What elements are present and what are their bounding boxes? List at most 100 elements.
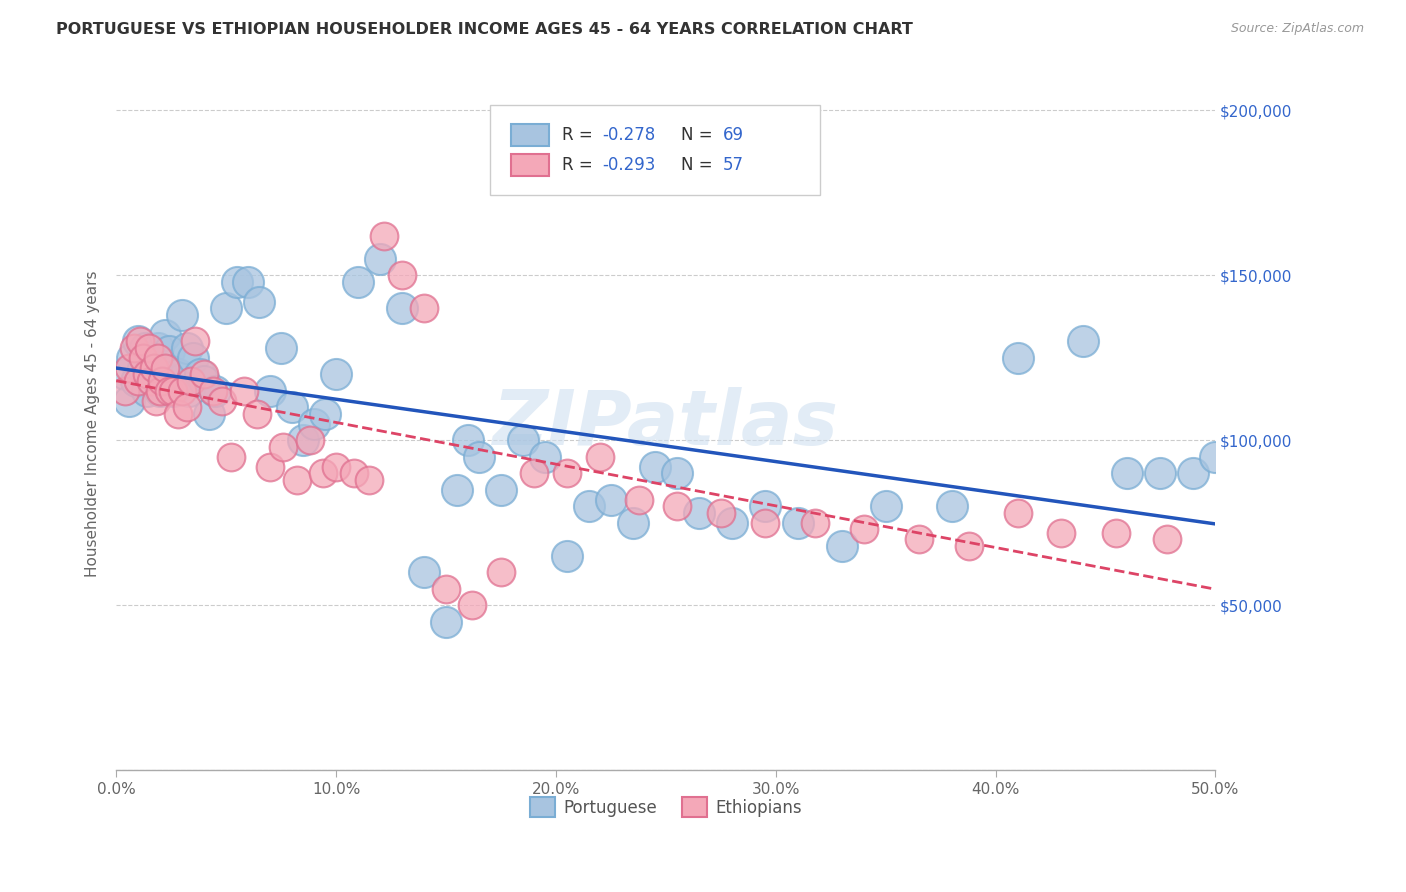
Point bbox=[1204, 450, 1226, 464]
Point bbox=[391, 301, 413, 316]
Point bbox=[457, 434, 479, 448]
Point bbox=[270, 341, 292, 355]
Point bbox=[302, 417, 325, 431]
Point bbox=[343, 466, 366, 480]
Point bbox=[118, 360, 141, 375]
Point bbox=[157, 344, 180, 359]
Point bbox=[688, 506, 710, 520]
Y-axis label: Householder Income Ages 45 - 64 years: Householder Income Ages 45 - 64 years bbox=[86, 270, 100, 577]
Point bbox=[852, 522, 875, 536]
Text: ZIPatlas: ZIPatlas bbox=[494, 387, 839, 461]
Point bbox=[347, 275, 370, 289]
Point bbox=[141, 351, 163, 365]
Point bbox=[298, 434, 321, 448]
Point bbox=[1149, 466, 1171, 480]
Text: R =: R = bbox=[562, 156, 599, 175]
Point bbox=[127, 334, 149, 349]
Point bbox=[160, 364, 183, 378]
Point bbox=[219, 450, 242, 464]
Point bbox=[153, 327, 176, 342]
Text: Source: ZipAtlas.com: Source: ZipAtlas.com bbox=[1230, 22, 1364, 36]
Point bbox=[1105, 525, 1128, 540]
Point bbox=[197, 407, 219, 421]
Point bbox=[172, 384, 194, 398]
Point bbox=[259, 384, 281, 398]
Point bbox=[166, 407, 188, 421]
Point bbox=[720, 516, 742, 530]
Point bbox=[325, 368, 347, 382]
Point bbox=[136, 384, 159, 398]
Point bbox=[176, 401, 198, 415]
Point bbox=[314, 407, 336, 421]
Point bbox=[273, 440, 295, 454]
Point bbox=[247, 294, 270, 309]
Point bbox=[292, 434, 315, 448]
Point bbox=[1073, 334, 1095, 349]
Text: R =: R = bbox=[562, 126, 599, 144]
Point bbox=[149, 384, 172, 398]
Point bbox=[180, 374, 202, 388]
Point bbox=[578, 499, 600, 513]
Point bbox=[1182, 466, 1205, 480]
Point bbox=[786, 516, 808, 530]
Point bbox=[373, 228, 395, 243]
Point bbox=[325, 459, 347, 474]
FancyBboxPatch shape bbox=[489, 105, 820, 195]
Point bbox=[665, 499, 688, 513]
Point bbox=[121, 351, 143, 365]
Point bbox=[188, 368, 211, 382]
Point bbox=[122, 341, 145, 355]
Point bbox=[246, 407, 269, 421]
FancyBboxPatch shape bbox=[510, 124, 550, 146]
Point bbox=[589, 450, 612, 464]
Point bbox=[434, 615, 457, 629]
Point bbox=[201, 384, 224, 398]
Point bbox=[131, 360, 153, 375]
Point bbox=[172, 308, 194, 322]
Point bbox=[238, 275, 260, 289]
Point bbox=[357, 473, 380, 487]
Point bbox=[804, 516, 827, 530]
Point bbox=[129, 334, 152, 349]
Point bbox=[181, 351, 204, 365]
Point bbox=[957, 539, 980, 553]
Point bbox=[145, 393, 167, 408]
Point bbox=[1116, 466, 1139, 480]
Point bbox=[1007, 351, 1029, 365]
Point bbox=[162, 384, 184, 398]
Point bbox=[176, 341, 198, 355]
Point bbox=[145, 360, 167, 375]
Point bbox=[114, 384, 136, 398]
Point bbox=[136, 368, 159, 382]
Point bbox=[831, 539, 853, 553]
Point bbox=[1007, 506, 1029, 520]
Point bbox=[1156, 532, 1178, 546]
Point bbox=[413, 565, 436, 579]
Point bbox=[138, 341, 160, 355]
Point bbox=[941, 499, 963, 513]
Point bbox=[285, 473, 308, 487]
Point bbox=[149, 384, 172, 398]
Point bbox=[644, 459, 666, 474]
Text: -0.278: -0.278 bbox=[602, 126, 655, 144]
Text: N =: N = bbox=[681, 126, 718, 144]
Point bbox=[193, 368, 215, 382]
Text: 69: 69 bbox=[723, 126, 744, 144]
Point bbox=[142, 360, 165, 375]
Point bbox=[489, 483, 512, 497]
Point bbox=[142, 374, 165, 388]
Point bbox=[162, 384, 184, 398]
Point bbox=[599, 492, 621, 507]
Text: N =: N = bbox=[681, 156, 718, 175]
Point bbox=[114, 368, 136, 382]
Point bbox=[215, 301, 238, 316]
Point bbox=[146, 341, 169, 355]
Point bbox=[391, 268, 413, 283]
Point bbox=[754, 499, 776, 513]
Point bbox=[621, 516, 644, 530]
Point bbox=[141, 374, 163, 388]
Point bbox=[312, 466, 335, 480]
Point bbox=[368, 252, 391, 266]
Point bbox=[138, 368, 160, 382]
Text: 57: 57 bbox=[723, 156, 744, 175]
